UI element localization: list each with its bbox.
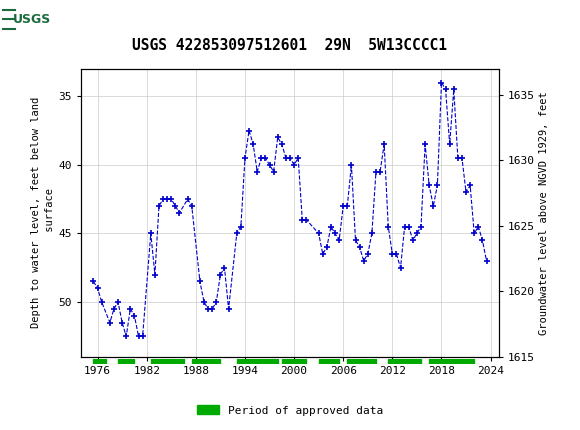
Bar — [388, 359, 421, 364]
Bar — [282, 359, 306, 364]
Bar — [237, 359, 278, 364]
Bar — [347, 359, 376, 364]
Bar — [3, 3, 61, 36]
Text: USGS 422853097512601  29N  5W13CCCC1: USGS 422853097512601 29N 5W13CCCC1 — [132, 38, 448, 52]
Y-axis label: Depth to water level, feet below land
 surface: Depth to water level, feet below land su… — [31, 97, 55, 329]
Text: USGS: USGS — [13, 13, 51, 26]
Bar — [429, 359, 474, 364]
Legend: Period of approved data: Period of approved data — [193, 401, 387, 420]
Bar — [318, 359, 339, 364]
Bar — [118, 359, 135, 364]
Y-axis label: Groundwater level above NGVD 1929, feet: Groundwater level above NGVD 1929, feet — [539, 91, 549, 335]
Bar — [192, 359, 220, 364]
Bar — [151, 359, 183, 364]
Bar — [93, 359, 106, 364]
